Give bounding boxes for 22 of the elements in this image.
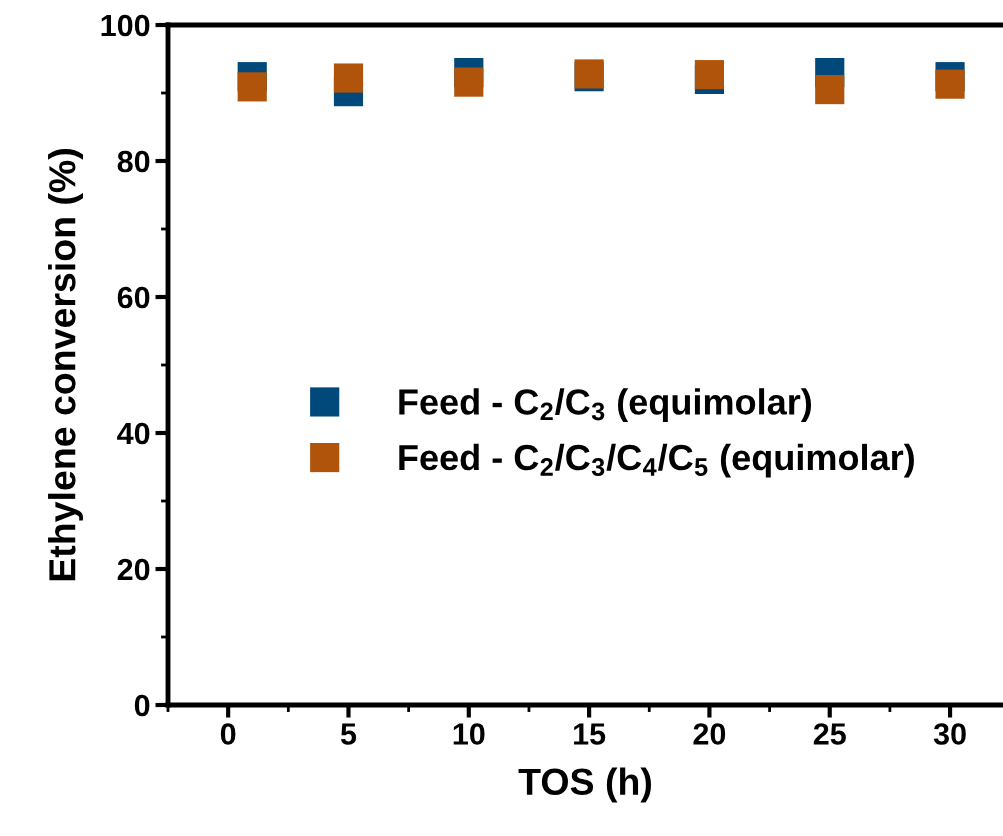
- y-axis-title: Ethylene conversion (%): [48, 149, 83, 581]
- point: [333, 63, 364, 93]
- x-tick-label: 30: [933, 723, 966, 745]
- x-tick-label: 15: [574, 723, 606, 745]
- y-tick-label: 0: [134, 694, 150, 717]
- y-tick-label: 100: [101, 14, 150, 37]
- y-tick-label: 60: [117, 286, 150, 309]
- y-tick-label: 80: [117, 150, 150, 173]
- point: [237, 72, 267, 102]
- y-tick-label: 40: [117, 422, 150, 445]
- point: [815, 75, 845, 105]
- x-tick-label: 5: [340, 723, 357, 745]
- x-tick-label: 25: [813, 723, 846, 745]
- legend-label: Feed - C$_{2}$/C$_{3}$ (equimolar): [399, 388, 812, 422]
- x-tick-label: 20: [693, 723, 726, 745]
- x-axis-title: TOS (h): [518, 767, 651, 803]
- x-tick-label: 10: [453, 723, 485, 745]
- point: [935, 69, 965, 99]
- point: [454, 67, 484, 97]
- y-tick-label: 20: [117, 558, 150, 581]
- text: Feed - C$_{2}$/C$_{3}$/C$_{4}$/C$_{5}$ (equimolar): [399, 443, 914, 478]
- x-tick-label: 0: [220, 723, 236, 745]
